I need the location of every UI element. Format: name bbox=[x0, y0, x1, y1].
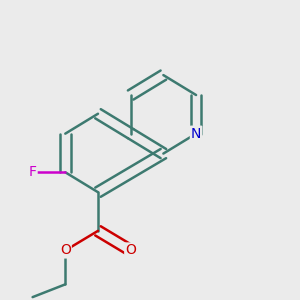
Text: O: O bbox=[125, 244, 136, 257]
Text: O: O bbox=[60, 244, 71, 257]
Text: F: F bbox=[28, 165, 37, 179]
Text: N: N bbox=[191, 127, 201, 141]
